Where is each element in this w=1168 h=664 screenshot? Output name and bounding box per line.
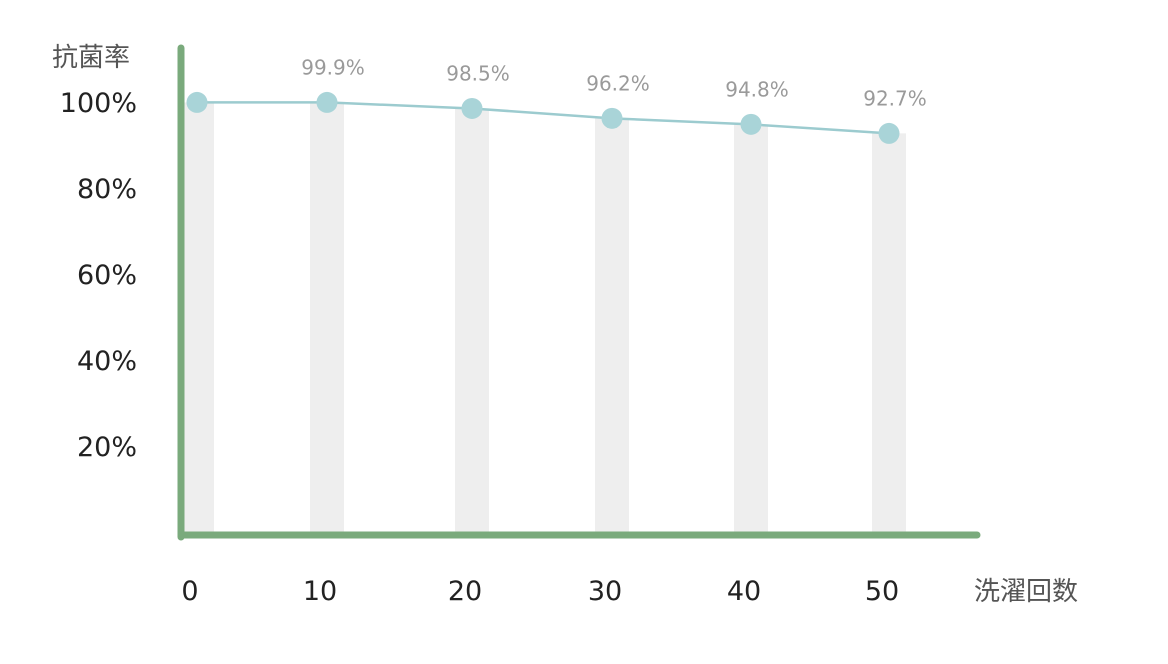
y-tick-label: 80% bbox=[77, 174, 137, 205]
bars-layer bbox=[180, 102, 906, 533]
y-axis-title: 抗菌率 bbox=[52, 43, 130, 73]
axes-layer bbox=[177, 44, 981, 541]
data-point bbox=[461, 97, 483, 119]
x-tick-label: 0 bbox=[181, 576, 198, 607]
value-bar bbox=[180, 102, 214, 533]
value-bar bbox=[734, 124, 768, 533]
data-label: 96.2% bbox=[586, 71, 650, 95]
data-point bbox=[316, 91, 338, 113]
data-label: 92.7% bbox=[863, 86, 927, 110]
series-line bbox=[197, 101, 890, 135]
x-tick-label: 40 bbox=[727, 576, 761, 607]
data-point bbox=[601, 107, 623, 129]
labels-layer: 20% 40% 60% 80% 100% 0 10 20 30 40 50 99.9% 98.5% 96.… bbox=[60, 55, 927, 607]
value-bar bbox=[872, 133, 906, 532]
value-bar bbox=[310, 102, 344, 533]
y-tick-label: 20% bbox=[77, 432, 137, 463]
x-tick-label: 50 bbox=[865, 576, 899, 607]
value-bar bbox=[455, 108, 489, 532]
data-point bbox=[878, 122, 900, 144]
data-label: 98.5% bbox=[446, 61, 510, 85]
y-tick-label: 40% bbox=[77, 346, 137, 377]
x-tick-label: 20 bbox=[448, 576, 482, 607]
series-layer bbox=[186, 91, 900, 144]
data-point bbox=[186, 91, 208, 113]
value-bar bbox=[595, 118, 629, 532]
data-point bbox=[740, 113, 762, 135]
y-tick-label: 60% bbox=[77, 260, 137, 291]
y-tick-label: 100% bbox=[60, 88, 137, 119]
data-label: 94.8% bbox=[725, 77, 789, 101]
x-axis-title: 洗濯回数 bbox=[974, 577, 1078, 607]
x-tick-label: 10 bbox=[303, 576, 337, 607]
x-tick-label: 30 bbox=[588, 576, 622, 607]
data-label: 99.9% bbox=[301, 55, 365, 79]
